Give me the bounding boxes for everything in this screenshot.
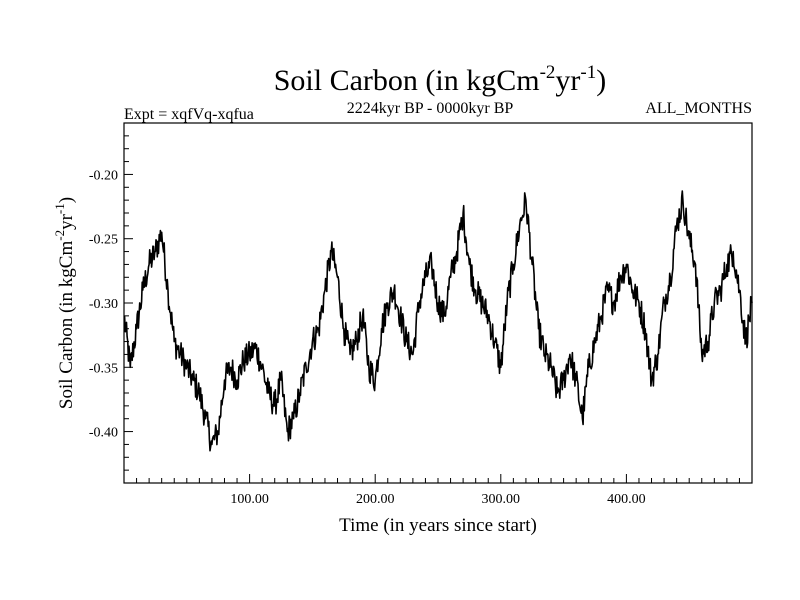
chart-title: Soil Carbon (in kgCm-2yr-1) <box>274 62 607 97</box>
y-tick-label: -0.20 <box>89 168 118 183</box>
y-tick-label: -0.30 <box>89 297 118 312</box>
y-tick-label: -0.40 <box>89 426 118 441</box>
x-tick-label: 400.00 <box>607 492 646 507</box>
experiment-label: Expt = xqfVq-xqfua <box>124 106 254 123</box>
x-axis-label: Time (in years since start) <box>339 515 537 536</box>
soil-carbon-series-line <box>123 190 753 452</box>
x-tick-label: 100.00 <box>230 492 269 507</box>
months-label: ALL_MONTHS <box>645 100 752 117</box>
x-tick-label: 200.00 <box>356 492 395 507</box>
time-range-label: 2224kyr BP - 0000kyr BP <box>347 100 514 117</box>
y-tick-label: -0.25 <box>89 233 118 248</box>
y-axis-label: Soil Carbon (in kgCm-2yr-1) <box>52 197 77 409</box>
x-axis: 100.00 200.00 300.00 400.00 <box>136 474 740 507</box>
y-axis: -0.40 -0.35 -0.30 -0.25 -0.20 <box>89 135 133 471</box>
y-tick-label: -0.35 <box>89 361 118 376</box>
x-tick-label: 300.00 <box>482 492 521 507</box>
